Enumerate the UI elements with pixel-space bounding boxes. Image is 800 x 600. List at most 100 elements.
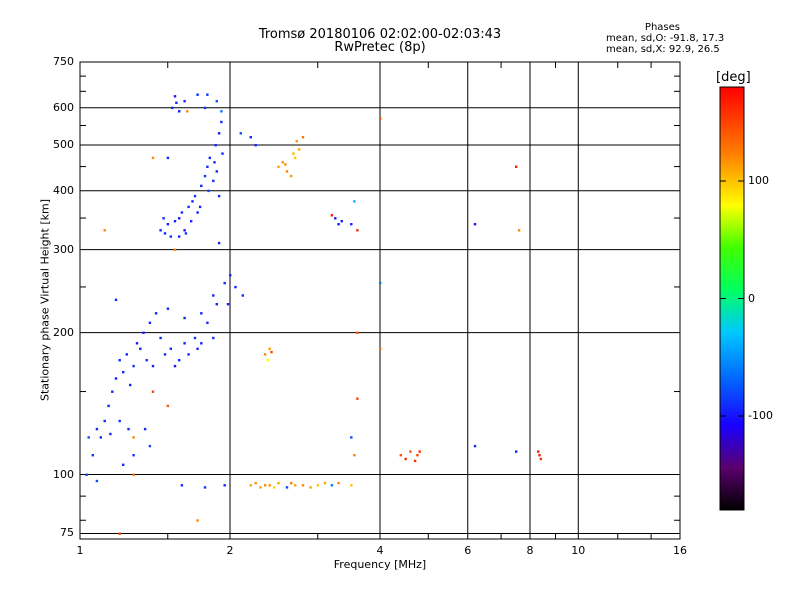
data-point (190, 220, 193, 223)
data-point (515, 165, 518, 168)
data-point (178, 110, 181, 113)
data-point (281, 161, 284, 164)
data-point (277, 481, 280, 485)
data-point (289, 174, 293, 178)
data-point (111, 390, 114, 393)
data-point (277, 165, 280, 168)
x-axis-label: Frequency [MHz] (333, 558, 427, 571)
data-point (122, 463, 125, 466)
data-point (537, 450, 540, 453)
y-tick-label: 500 (53, 138, 74, 152)
info-line-o: mean, sd,O: -91.8, 17.3 (606, 33, 725, 44)
data-point (217, 241, 221, 245)
data-point (413, 459, 417, 463)
data-point (284, 163, 287, 166)
data-point (183, 342, 186, 345)
colorbar-label: [deg] (716, 70, 751, 85)
data-point (404, 457, 407, 461)
y-tick-label: 100 (53, 467, 74, 481)
data-point (220, 110, 223, 113)
colorbar-tick-label: 0 (748, 291, 755, 305)
y-tick-label: 600 (53, 100, 74, 114)
data-point (169, 347, 172, 350)
data-point (203, 174, 207, 178)
data-point (538, 454, 541, 457)
data-point (114, 377, 118, 380)
data-point (350, 484, 353, 487)
data-point (316, 484, 320, 487)
data-point (254, 144, 257, 147)
data-point (289, 481, 293, 485)
data-point (200, 342, 203, 345)
data-point (196, 519, 199, 522)
data-point (285, 486, 289, 489)
data-point (180, 211, 184, 214)
y-tick-label: 300 (53, 242, 74, 256)
data-point (171, 106, 174, 110)
data-point (350, 436, 353, 439)
data-point (301, 484, 305, 487)
data-point (223, 484, 226, 487)
data-point (272, 486, 276, 489)
plot-frame (79, 61, 681, 540)
data-point (266, 359, 269, 362)
data-point (203, 486, 207, 489)
data-point (132, 454, 135, 457)
data-point (220, 120, 223, 124)
data-point (330, 214, 334, 217)
data-point (148, 444, 152, 448)
data-point (166, 156, 170, 160)
data-point (183, 100, 186, 103)
x-tick-label: 10 (571, 544, 586, 557)
data-point (91, 454, 94, 457)
data-point (241, 294, 244, 297)
data-point (200, 184, 203, 188)
data-point (337, 481, 340, 485)
data-point (350, 223, 353, 226)
data-point (186, 110, 189, 113)
data-point (217, 132, 221, 135)
data-point (139, 347, 142, 350)
data-point (151, 364, 155, 368)
y-tick-label: 200 (53, 325, 74, 339)
data-point (330, 484, 334, 487)
data-point (214, 144, 217, 147)
data-point (215, 170, 218, 173)
data-point (217, 194, 221, 198)
data-point (125, 353, 128, 356)
data-point (356, 331, 359, 334)
data-point (173, 364, 177, 368)
data-point (416, 454, 419, 457)
data-point (340, 220, 343, 223)
data-point (109, 432, 112, 436)
data-point (249, 484, 252, 487)
colorbar-tick-label: -100 (748, 409, 773, 422)
data-point (173, 248, 177, 251)
data-point (263, 353, 267, 356)
data-point (87, 436, 90, 439)
data-point (196, 211, 199, 214)
data-point (191, 200, 194, 203)
data-point (187, 353, 190, 356)
data-point (184, 232, 188, 235)
x-tick-label: 8 (526, 544, 534, 557)
data-point (208, 156, 211, 160)
data-point (226, 303, 230, 306)
data-point (95, 427, 99, 431)
data-point (353, 200, 356, 203)
data-point (180, 484, 184, 487)
data-point (215, 100, 218, 103)
data-point (379, 347, 382, 350)
data-point (166, 307, 170, 310)
chart-title: Tromsø 20180106 02:02:00-02:03:43 (258, 27, 502, 42)
data-point (356, 229, 359, 232)
colorbar-ticks (720, 180, 744, 417)
data-point (337, 223, 340, 226)
data-point (85, 473, 88, 476)
data-point (234, 285, 237, 289)
data-point (175, 101, 178, 104)
colorbar-tick-label: 100 (748, 174, 769, 187)
data-point (95, 479, 99, 483)
x-tick-label: 6 (464, 544, 472, 557)
data-point (151, 156, 155, 160)
